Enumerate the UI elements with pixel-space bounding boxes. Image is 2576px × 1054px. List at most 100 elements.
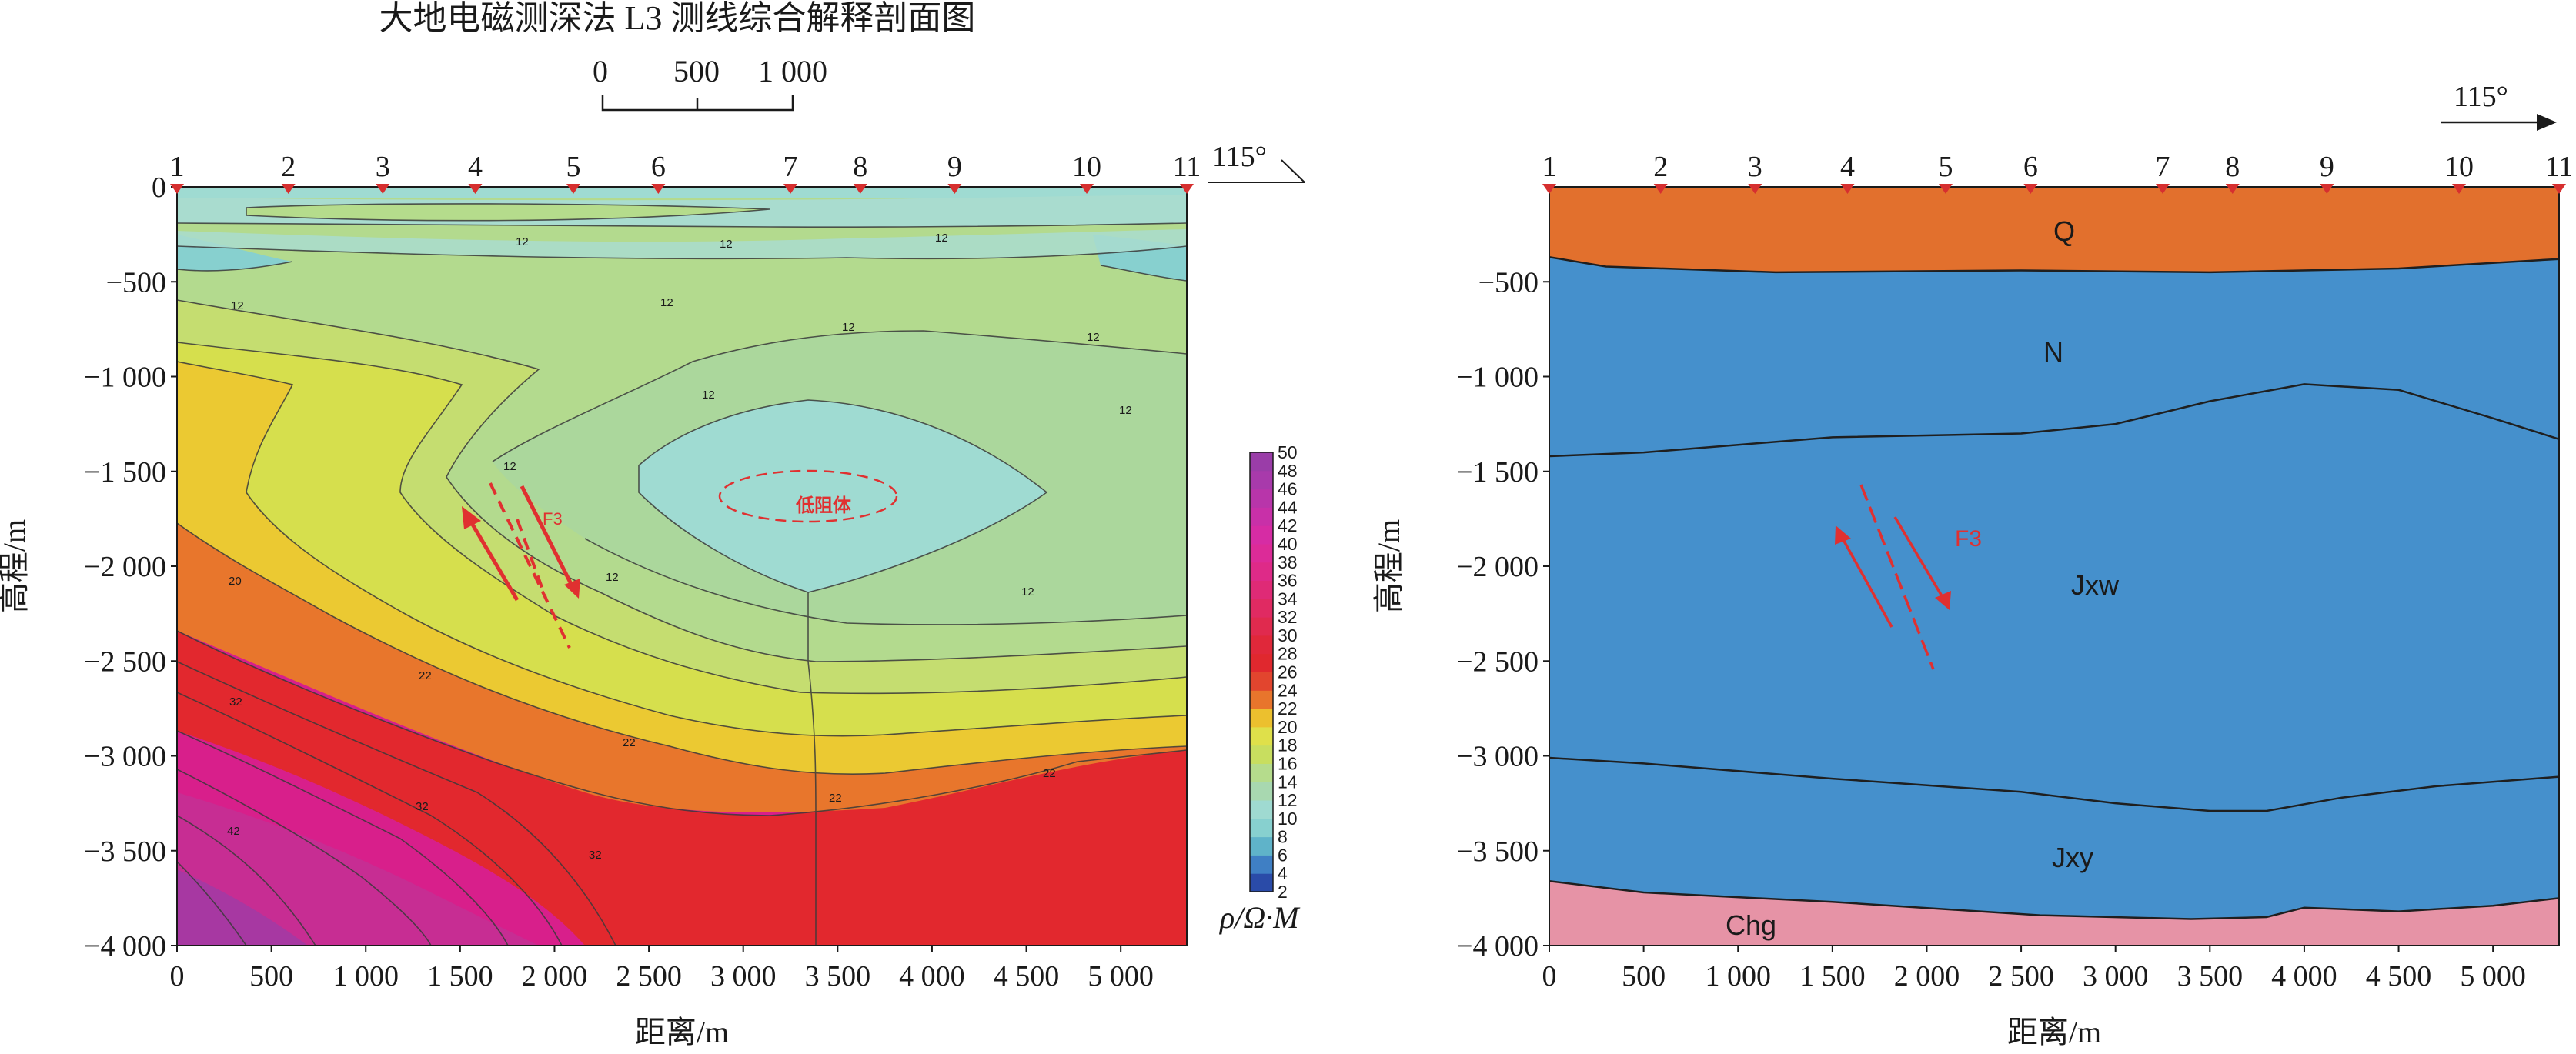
colorbar-tick-label: 24 xyxy=(1278,680,1298,700)
left-station-label: 2 xyxy=(281,151,296,183)
left-station-label: 9 xyxy=(947,151,962,183)
colorbar-tick-label: 38 xyxy=(1278,552,1298,572)
colorbar-cell xyxy=(1250,617,1273,636)
left-station-marker xyxy=(651,184,666,194)
colorbar-tick-label: 6 xyxy=(1278,845,1288,865)
colorbar-cell xyxy=(1250,653,1273,672)
right-station-marker xyxy=(2452,184,2467,194)
right-station-label: 1 xyxy=(1542,151,1557,183)
right-station-label: 4 xyxy=(1840,151,1855,183)
contour-label: 12 xyxy=(1021,585,1034,599)
left-y-tick-label: −500 xyxy=(106,266,166,299)
scale-label-500: 500 xyxy=(673,54,720,88)
right-station-label: 5 xyxy=(1938,151,1953,183)
colorbar-cell xyxy=(1250,818,1273,838)
left-station-marker xyxy=(170,184,184,194)
left-x-tick-label: 4 000 xyxy=(899,960,965,992)
left-station-marker xyxy=(853,184,867,194)
left-station-label: 5 xyxy=(566,151,580,183)
right-x-tick-label: 4 000 xyxy=(2271,960,2337,992)
right-x-axis-title: 距离/m xyxy=(2007,1015,2101,1049)
left-x-tick-label: 2 500 xyxy=(616,960,682,992)
left-x-tick-label: 3 000 xyxy=(710,960,777,992)
colorbar-tick-label: 8 xyxy=(1278,827,1288,847)
left-station-marker xyxy=(281,184,296,194)
left-x-tick-label: 3 500 xyxy=(805,960,871,992)
colorbar-cell xyxy=(1250,580,1273,599)
left-x-axis-title: 距离/m xyxy=(635,1015,729,1049)
unit-n xyxy=(1549,257,2559,946)
right-station-marker xyxy=(1542,184,1556,194)
contour-labels: 12 12 12 12 12 12 12 12 12 12 12 12 20 2… xyxy=(227,232,1132,862)
unit-label-n: N xyxy=(2043,336,2063,368)
colorbar-ticks: 2468101214161820222426283032343638404244… xyxy=(1278,442,1298,902)
left-station-label: 1 xyxy=(170,151,185,183)
boundary-Jxw/Jxy xyxy=(1549,756,2559,812)
azimuth-marker-left: 115° xyxy=(1208,141,1305,183)
right-y-tick-label: −4 000 xyxy=(1456,930,1539,962)
left-station-label: 7 xyxy=(783,151,798,183)
left-x-tick-label: 2 000 xyxy=(522,960,588,992)
unit-label-jxw: Jxw xyxy=(2071,569,2120,601)
colorbar-tick-label: 18 xyxy=(1278,735,1298,755)
geologic-section: Q N Jxw Jxy Chg F3 0 500 1 000 1 500 2 000 2 500 3… xyxy=(1372,81,2573,1049)
colorbar-cell xyxy=(1250,452,1273,472)
left-station-marker xyxy=(947,184,962,194)
right-y-tick-label: −500 xyxy=(1478,266,1539,299)
unit-label-q: Q xyxy=(2053,215,2075,247)
colorbar-cell xyxy=(1250,525,1273,545)
contour-label: 12 xyxy=(503,460,516,473)
azimuth-label-right: 115° xyxy=(2454,81,2508,113)
colorbar-cell xyxy=(1250,672,1273,691)
right-station-label: 3 xyxy=(1748,151,1762,183)
resistivity-section: 12 12 12 12 12 12 12 12 12 12 12 12 20 2… xyxy=(0,141,1305,1049)
left-y-tick-label: −4 000 xyxy=(84,930,166,962)
anomaly-label: 低阻体 xyxy=(795,495,852,516)
left-x-tick-label: 1 000 xyxy=(332,960,399,992)
colorbar: 2468101214161820222426283032343638404244… xyxy=(1218,442,1301,935)
right-x-tick-label: 1 000 xyxy=(1705,960,1771,992)
left-station-marker xyxy=(783,184,798,194)
colorbar-tick-label: 40 xyxy=(1278,534,1298,554)
boundary-Jxy/Chg xyxy=(1549,879,2559,920)
right-y-tick-label: −2 500 xyxy=(1456,645,1539,678)
right-x-tick-label: 5 000 xyxy=(2460,960,2526,992)
boundary-Q/N xyxy=(1549,255,2559,274)
colorbar-cell xyxy=(1250,745,1273,764)
colorbar-cell xyxy=(1250,470,1273,490)
left-x-tick-label: 5 000 xyxy=(1088,960,1154,992)
contour-label: 32 xyxy=(229,695,242,709)
right-x-tick-label: 500 xyxy=(1622,960,1666,992)
right-y-tick-label: −1 000 xyxy=(1456,362,1539,394)
contour-label: 22 xyxy=(419,669,432,682)
fault-label-right: F3 xyxy=(1955,526,1982,552)
right-station-label: 8 xyxy=(2225,151,2240,183)
right-station-marker xyxy=(2156,184,2170,194)
band-orange xyxy=(177,523,1187,812)
unit-boundaries xyxy=(1549,255,2559,920)
colorbar-tick-label: 50 xyxy=(1278,442,1298,462)
colorbar-tick-label: 26 xyxy=(1278,662,1298,682)
band-yellow xyxy=(177,362,1187,775)
right-y-tick-label: −3 000 xyxy=(1456,741,1539,773)
band-yellow-green xyxy=(177,342,1187,736)
colorbar-tick-label: 12 xyxy=(1278,790,1298,810)
colorbar-cell xyxy=(1250,489,1273,508)
right-station-label: 6 xyxy=(2023,151,2038,183)
fault-f3-left: F3 xyxy=(462,482,580,649)
left-station-label: 4 xyxy=(468,151,483,183)
right-x-tick-label: 4 500 xyxy=(2366,960,2432,992)
band-light-green xyxy=(177,300,1187,694)
right-station-marker xyxy=(1938,184,1953,194)
right-x-tick-label: 3 000 xyxy=(2083,960,2149,992)
right-y-tick-label: −3 500 xyxy=(1456,836,1539,868)
colorbar-tick-label: 10 xyxy=(1278,809,1298,829)
colorbar-cell xyxy=(1250,599,1273,618)
contour-label: 12 xyxy=(720,238,733,251)
colorbar-tick-label: 46 xyxy=(1278,479,1298,499)
colorbar-tick-label: 42 xyxy=(1278,515,1298,535)
colorbar-cell xyxy=(1250,836,1273,856)
contour-label: 12 xyxy=(231,299,244,312)
